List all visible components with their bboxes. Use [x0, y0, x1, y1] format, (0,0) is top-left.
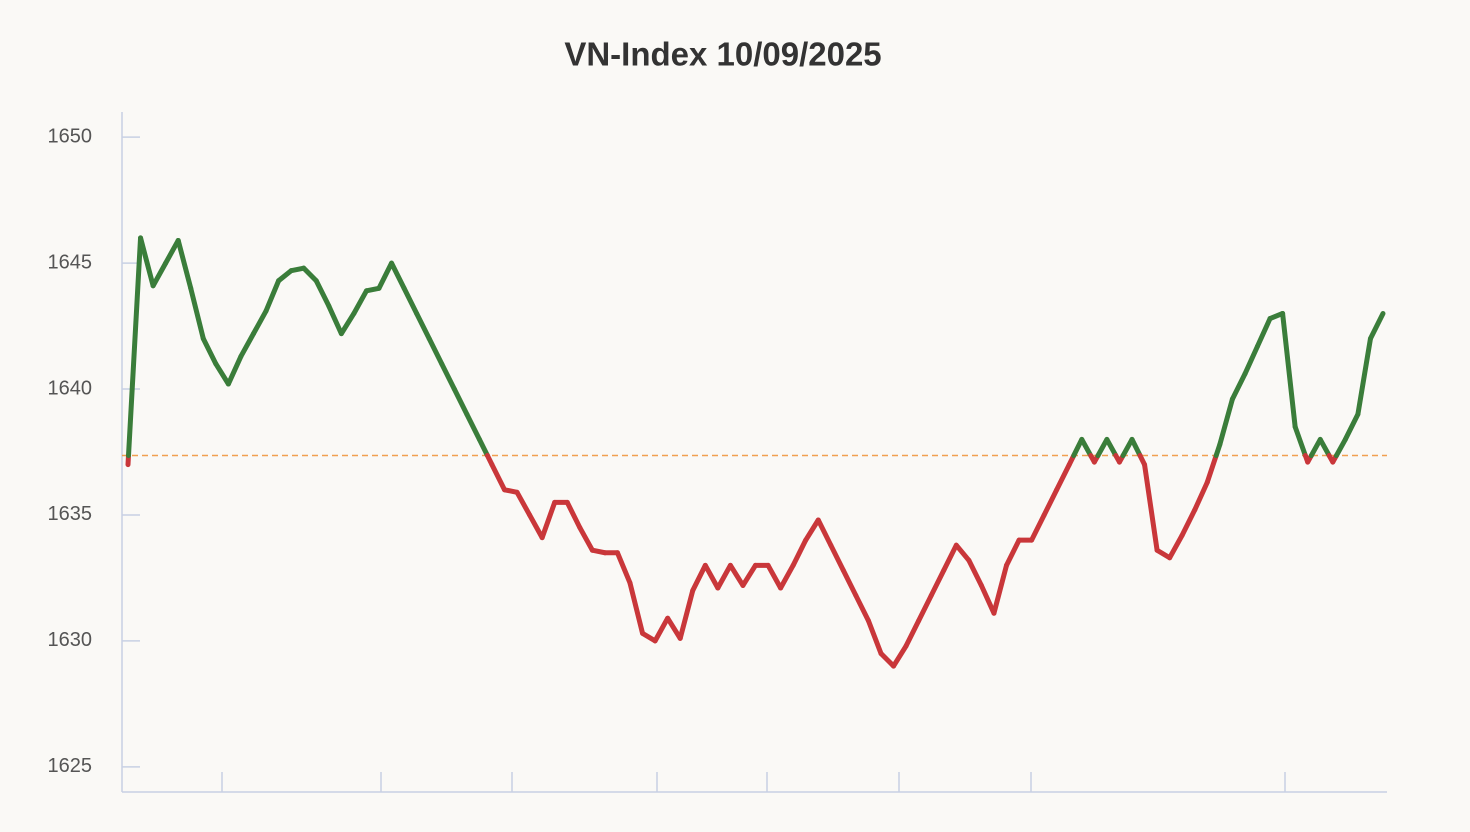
line-segment: [878, 650, 897, 669]
line-segment: [163, 237, 181, 266]
line-segment: [238, 331, 256, 359]
line-segment: [200, 336, 219, 367]
line-segment: [840, 567, 859, 599]
y-tick-label: 1640: [48, 377, 93, 399]
line-segment: [1095, 436, 1110, 459]
line-segment: [1167, 532, 1185, 561]
line-segment: [727, 562, 746, 588]
line-segment: [564, 499, 583, 531]
line-segment: [1280, 310, 1298, 430]
line-segment: [514, 489, 533, 518]
line-segment: [1242, 343, 1260, 377]
line-segment: [539, 499, 558, 541]
line-segment: [225, 353, 244, 387]
line-segment: [865, 618, 884, 656]
y-tick-label: 1645: [48, 251, 93, 273]
line-segment: [928, 567, 947, 599]
line-segment: [464, 411, 482, 442]
line-segment: [715, 562, 733, 591]
line-segment: [1342, 411, 1361, 442]
line-segment: [1255, 316, 1273, 349]
line-segment: [338, 310, 357, 337]
line-segment: [351, 288, 369, 316]
line-segment: [1308, 436, 1323, 459]
line-segment: [790, 537, 809, 568]
line-segment: [1229, 371, 1248, 402]
line-segment: [439, 361, 457, 392]
line-segment: [150, 260, 169, 289]
line-segment: [815, 517, 834, 548]
line-segment: [1192, 479, 1210, 513]
line-segment: [1120, 436, 1135, 459]
chart-title: VN-Index 10/09/2025: [564, 36, 881, 73]
line-segment: [677, 588, 696, 641]
line-segment: [916, 593, 934, 624]
line-segment: [1204, 453, 1219, 485]
line-segment: [740, 562, 758, 588]
line-segment: [527, 512, 545, 541]
line-segment: [451, 386, 470, 417]
line-segment: [891, 643, 909, 669]
line-segment: [853, 593, 871, 624]
line-segment: [1217, 396, 1235, 447]
line-segment: [489, 462, 507, 493]
line-segment: [803, 517, 821, 543]
line-segment: [614, 550, 633, 586]
line-segment: [652, 615, 671, 644]
line-segment: [263, 278, 282, 314]
line-segment: [828, 542, 846, 573]
line-segment: [778, 562, 796, 591]
line-segment: [978, 582, 997, 616]
line-segment: [1142, 462, 1160, 553]
line-segment: [1317, 436, 1332, 459]
line-segment: [1367, 310, 1386, 342]
line-segment: [376, 260, 395, 291]
line-segment: [665, 615, 683, 641]
line-segment: [251, 308, 269, 337]
y-tick-label: 1635: [48, 503, 93, 525]
line-segment: [765, 562, 784, 591]
line-segment: [1004, 537, 1022, 568]
line-segment: [1129, 436, 1143, 459]
line-segment: [966, 557, 984, 588]
line-segment: [702, 562, 721, 591]
line-segment: [401, 285, 420, 316]
line-segment: [903, 618, 922, 649]
line-segment: [690, 562, 708, 594]
line-segment: [991, 562, 1009, 616]
line-segment: [1292, 424, 1308, 459]
line-segment: [1104, 436, 1119, 459]
line-segment: [953, 542, 972, 563]
line-segment: [1054, 462, 1072, 493]
line-segment: [175, 237, 194, 291]
line-segment: [301, 265, 319, 284]
line-segment: [276, 268, 294, 284]
line-segment: [426, 336, 445, 367]
line-segment: [414, 310, 432, 342]
line-segment: [1079, 436, 1094, 459]
line-segment: [577, 525, 595, 553]
line-segment: [126, 235, 144, 459]
line-segment: [476, 436, 490, 459]
line-segment: [389, 260, 407, 291]
line-segment: [326, 303, 344, 337]
line-segment: [1333, 436, 1348, 459]
line-segment: [313, 278, 332, 309]
line-segment: [1355, 336, 1373, 417]
line-segment: [188, 285, 206, 342]
line-segment: [1041, 487, 1060, 518]
y-tick-label: 1625: [48, 755, 93, 777]
y-tick-label: 1630: [48, 629, 93, 651]
line-segment: [213, 361, 231, 387]
line-segment: [627, 580, 646, 636]
line-segment: [941, 542, 959, 573]
y-tick-label: 1650: [48, 125, 93, 147]
x-ticks: [221, 772, 1286, 792]
line-segment: [1029, 512, 1047, 543]
line-segment: [138, 235, 156, 289]
line-segment: [1179, 507, 1198, 538]
